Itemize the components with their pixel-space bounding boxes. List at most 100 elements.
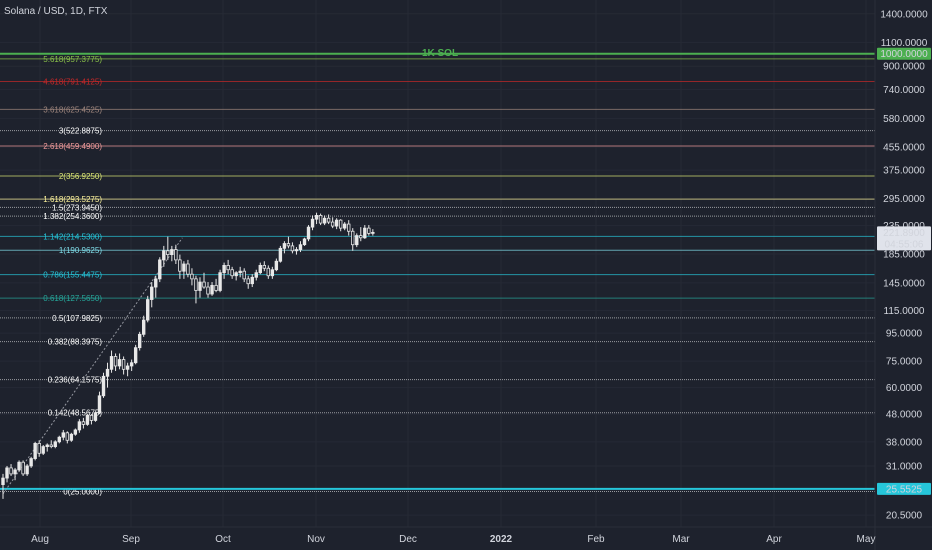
candle[interactable]	[166, 236, 170, 260]
candle[interactable]	[73, 428, 78, 436]
trend-line[interactable]	[2, 237, 183, 495]
candle[interactable]	[230, 266, 234, 279]
candle[interactable]	[186, 259, 190, 278]
candle[interactable]	[25, 464, 29, 476]
candle[interactable]	[282, 241, 287, 254]
candle[interactable]	[270, 266, 275, 279]
candle[interactable]	[202, 272, 206, 289]
candle[interactable]	[21, 460, 25, 476]
candle[interactable]	[93, 411, 98, 422]
price-marker[interactable]: 25.5525	[877, 482, 931, 496]
candle[interactable]	[242, 268, 246, 283]
candle[interactable]	[141, 315, 146, 337]
candle[interactable]	[113, 353, 118, 372]
price-marker[interactable]: 1000.0000	[877, 47, 931, 61]
candle[interactable]	[65, 431, 70, 444]
candle[interactable]	[359, 227, 363, 242]
candle[interactable]	[351, 228, 355, 251]
candle[interactable]	[125, 362, 130, 377]
candle[interactable]	[262, 261, 266, 272]
candle[interactable]	[45, 443, 49, 452]
candle[interactable]	[274, 258, 279, 272]
candle[interactable]	[246, 275, 250, 289]
candle[interactable]	[314, 212, 319, 225]
candle[interactable]	[170, 245, 174, 262]
annotation-label[interactable]: 1K SOL	[422, 48, 458, 59]
candle[interactable]	[61, 429, 65, 441]
candle[interactable]	[117, 353, 122, 370]
candle[interactable]	[69, 432, 74, 442]
candle[interactable]	[194, 275, 198, 304]
candle[interactable]	[109, 350, 114, 373]
candle[interactable]	[101, 372, 106, 398]
candle[interactable]	[198, 277, 202, 298]
candle[interactable]	[298, 241, 303, 253]
candle[interactable]	[29, 456, 33, 468]
candle[interactable]	[355, 233, 359, 248]
candle[interactable]	[49, 440, 53, 449]
candle[interactable]	[190, 268, 194, 286]
candle[interactable]	[226, 259, 230, 275]
candle[interactable]	[41, 444, 45, 456]
candle[interactable]	[146, 295, 150, 323]
candle[interactable]	[81, 417, 86, 429]
candle[interactable]	[254, 269, 258, 281]
candle[interactable]	[222, 262, 226, 279]
candle[interactable]	[1, 473, 5, 499]
candle[interactable]	[182, 261, 186, 279]
candle[interactable]	[13, 467, 17, 481]
candle[interactable]	[278, 245, 283, 263]
candle[interactable]	[214, 278, 218, 293]
candle[interactable]	[318, 213, 323, 226]
candle[interactable]	[121, 356, 126, 375]
candle[interactable]	[57, 435, 61, 444]
candle[interactable]	[154, 275, 158, 298]
candle[interactable]	[37, 440, 41, 457]
candle[interactable]	[210, 282, 214, 296]
candle[interactable]	[218, 269, 222, 293]
candle[interactable]	[85, 414, 90, 426]
candle[interactable]	[162, 245, 166, 267]
candle[interactable]	[258, 262, 262, 275]
candle[interactable]	[17, 460, 21, 472]
candle[interactable]	[334, 218, 339, 230]
candle[interactable]	[9, 464, 13, 476]
candle[interactable]	[363, 225, 367, 239]
candle[interactable]	[306, 225, 311, 242]
candle[interactable]	[302, 237, 307, 246]
candle[interactable]	[133, 344, 138, 365]
candle[interactable]	[310, 215, 315, 231]
candle[interactable]	[238, 266, 242, 278]
candle[interactable]	[326, 214, 331, 225]
candle[interactable]	[206, 282, 210, 298]
candle[interactable]	[347, 220, 351, 236]
candle[interactable]	[178, 254, 182, 279]
candle[interactable]	[342, 222, 347, 231]
price-axis[interactable]: 1400.0000 1100.0000 900.0000 740.0000 580.00…	[880, 9, 928, 521]
candle[interactable]	[5, 465, 9, 483]
candle[interactable]	[89, 414, 94, 425]
candle[interactable]	[371, 229, 375, 236]
candle[interactable]	[338, 219, 343, 232]
candle[interactable]	[158, 257, 162, 283]
candle[interactable]	[137, 331, 142, 351]
candle[interactable]	[150, 282, 154, 308]
candle[interactable]	[129, 359, 134, 372]
candle[interactable]	[250, 274, 254, 288]
candle[interactable]	[174, 244, 178, 265]
candle[interactable]	[105, 362, 110, 388]
candle[interactable]	[290, 242, 295, 254]
candle[interactable]	[322, 215, 327, 226]
candle[interactable]	[294, 247, 299, 255]
candle[interactable]	[330, 217, 335, 229]
candle[interactable]	[286, 236, 291, 249]
candle[interactable]	[97, 391, 102, 415]
time-axis[interactable]: Aug Sep Oct Nov Dec 2022 Feb Mar Apr May	[31, 534, 875, 545]
candle[interactable]	[367, 225, 371, 236]
candle[interactable]	[53, 440, 57, 449]
candle[interactable]	[33, 441, 37, 461]
candle[interactable]	[266, 265, 271, 279]
candle[interactable]	[77, 419, 82, 433]
